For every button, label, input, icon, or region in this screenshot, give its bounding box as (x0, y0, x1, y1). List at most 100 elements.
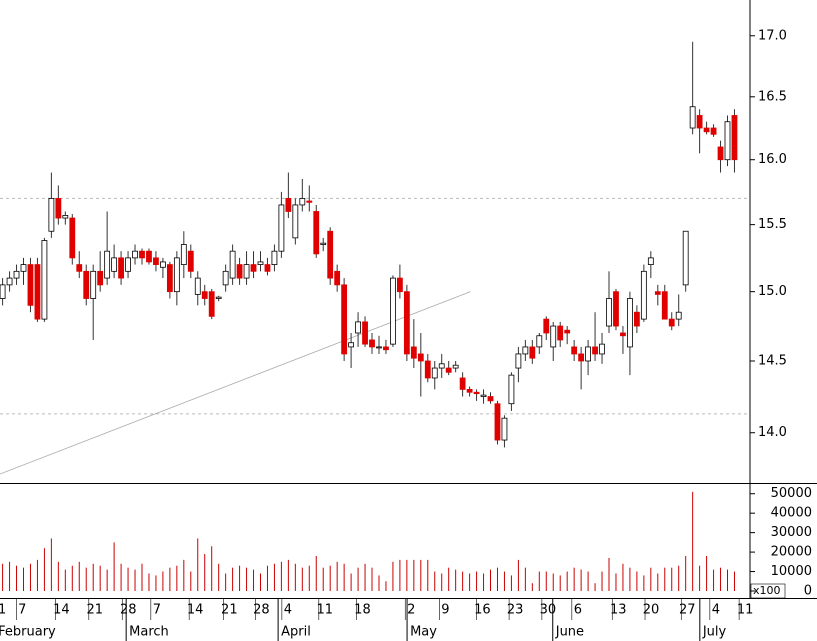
candle-body (257, 261, 264, 265)
candle-body (20, 264, 27, 272)
candle-body (480, 394, 487, 397)
candle-body (424, 360, 431, 379)
candle-body (243, 264, 250, 279)
candle-body (139, 250, 145, 259)
y-tick-label: 14.5 (758, 353, 787, 368)
candle-body (717, 146, 724, 161)
candle-body (362, 321, 368, 345)
x-tick-label: 16 (474, 603, 491, 618)
candle-body (571, 346, 578, 355)
volume-tick-label: 30000 (771, 525, 812, 540)
candle-body (41, 240, 48, 320)
volume-tick-label: 20000 (771, 545, 812, 560)
x-tick-label: 1 (0, 603, 6, 618)
candle-body (585, 346, 591, 362)
x-tick-label: 6 (574, 603, 582, 618)
y-tick-label: 15.5 (758, 217, 787, 232)
month-label: March (129, 625, 169, 640)
candle-body (132, 250, 138, 259)
candle-body (647, 257, 654, 265)
x-tick-label: 11 (317, 603, 334, 618)
candle-body (529, 346, 536, 359)
candle-body (278, 204, 285, 252)
candle-body (76, 264, 83, 272)
candle-body (459, 377, 466, 390)
candle-body (13, 270, 20, 279)
x-tick-label: 4 (284, 603, 292, 618)
candle-body (494, 403, 501, 441)
x-tick-label: 9 (441, 603, 449, 618)
y-tick-label: 16.5 (758, 89, 787, 104)
x-tick-label: 18 (354, 603, 371, 618)
x-tick-label: 14 (187, 603, 204, 618)
candle-body (264, 264, 271, 272)
volume-tick-label: 0 (804, 584, 812, 599)
month-label: May (410, 625, 437, 640)
candle-body (355, 321, 361, 334)
y-tick-label: 15.0 (758, 284, 787, 299)
candle-body (710, 127, 717, 135)
candle-body (62, 215, 69, 219)
candle-body (640, 270, 647, 320)
candle-body (6, 277, 13, 286)
candle-body (187, 250, 194, 272)
x-tick-label: 2 (407, 603, 415, 618)
candle-body (724, 121, 731, 161)
candle-body (731, 115, 738, 161)
candle-body (550, 325, 557, 348)
candle-body (654, 291, 661, 295)
x-tick-label: 11 (737, 603, 754, 618)
x-tick-label: 7 (153, 603, 161, 618)
candle-body (508, 374, 515, 405)
candle-body (201, 291, 208, 299)
candle-body (501, 417, 508, 441)
candle-body (341, 284, 348, 355)
candle-body (90, 270, 97, 299)
candle-body (536, 335, 543, 348)
candle-body (473, 391, 480, 395)
volume-tick-label: 40000 (771, 506, 812, 521)
candle-body (215, 296, 222, 299)
candle-body (48, 198, 55, 232)
volume-tick-label: 50000 (771, 486, 812, 501)
y-tick-label: 16.0 (758, 152, 787, 167)
candle-body (160, 261, 166, 268)
candle-body (599, 343, 605, 355)
candle-body (348, 342, 355, 348)
x-tick-label: 4 (712, 603, 720, 618)
candle-body (285, 198, 292, 212)
month-label: June (555, 625, 584, 640)
candle-body (271, 250, 278, 265)
candle-body (452, 364, 459, 369)
candle-body (403, 291, 410, 355)
candle-body (55, 198, 62, 219)
volume-scale-label: x100 (753, 584, 781, 597)
candle-body (592, 346, 598, 355)
candle-body (334, 270, 341, 286)
candle-body (675, 311, 682, 320)
x-tick-label: 27 (679, 603, 696, 618)
candle-body (696, 115, 703, 129)
candle-body (564, 329, 571, 334)
candle-body (668, 318, 675, 327)
x-tick-label: 7 (18, 603, 26, 618)
volume-tick-label: 10000 (771, 564, 812, 579)
candle-body (410, 346, 417, 359)
x-tick-label: 23 (507, 603, 524, 618)
candle-body (313, 211, 320, 255)
x-tick-label: 30 (540, 603, 557, 618)
candle-body (466, 388, 473, 393)
y-tick-label: 14.0 (758, 425, 787, 440)
candle-body (390, 277, 396, 345)
x-tick-label: 20 (643, 603, 660, 618)
candle-body (522, 346, 529, 355)
candle-body (445, 367, 452, 373)
x-tick-label: 13 (610, 603, 627, 618)
month-label: February (0, 625, 56, 640)
candle-body (376, 346, 382, 349)
candle-body (627, 298, 633, 348)
candle-body (118, 257, 124, 279)
candle-body (613, 291, 619, 327)
candle-body (417, 353, 424, 362)
candle-body (633, 311, 640, 327)
